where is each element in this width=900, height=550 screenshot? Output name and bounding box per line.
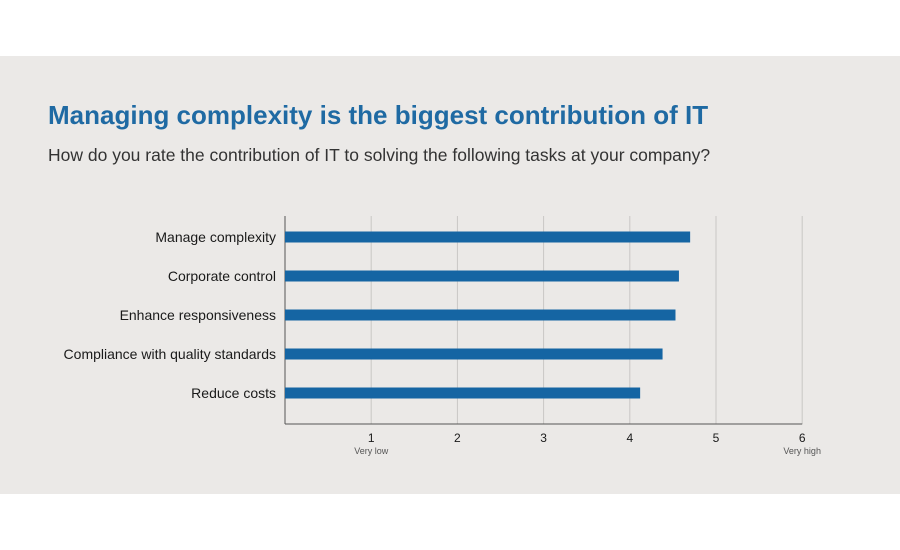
bar-3 [285, 348, 663, 360]
x-tick-sublabel-1: Very low [354, 446, 389, 456]
category-labels: Manage complexity Corporate control Enhanc… [64, 229, 276, 401]
bar-0 [285, 231, 691, 243]
category-label-1: Corporate control [168, 268, 276, 284]
category-label-4: Reduce costs [191, 385, 276, 401]
chart-subtitle: How do you rate the contribution of IT t… [48, 145, 711, 165]
category-label-3: Compliance with quality standards [64, 346, 276, 362]
bar-1 [285, 270, 679, 282]
x-tick-label-1: 1 [368, 431, 375, 445]
category-label-2: Enhance responsiveness [120, 307, 276, 323]
chart-title: Managing complexity is the biggest contr… [48, 100, 709, 130]
x-tick-label-2: 2 [454, 431, 461, 445]
bars [285, 231, 691, 399]
x-tick-label-6: 6 [799, 431, 806, 445]
x-tick-label-5: 5 [713, 431, 720, 445]
bar-2 [285, 309, 676, 321]
x-tick-sublabel-6: Very high [783, 446, 821, 456]
x-tick-label-4: 4 [626, 431, 633, 445]
x-tick-label-3: 3 [540, 431, 547, 445]
category-label-0: Manage complexity [155, 229, 276, 245]
bar-4 [285, 387, 641, 399]
